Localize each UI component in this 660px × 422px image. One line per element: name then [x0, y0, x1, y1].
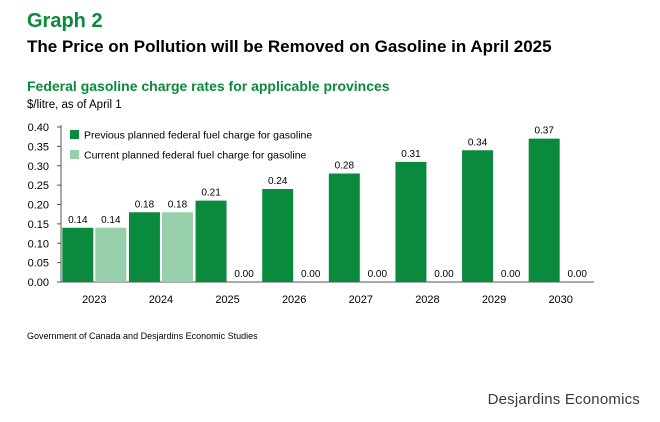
bar-value-label: 0.37	[534, 126, 554, 137]
y-tick-label: 0.35	[28, 141, 49, 153]
source-note: Government of Canada and Desjardins Econ…	[27, 331, 258, 341]
bar-value-label: 0.14	[68, 215, 88, 226]
graph-headline: The Price on Pollution will be Removed o…	[27, 37, 552, 56]
bar-value-label: 0.00	[234, 269, 254, 280]
legend-label: Previous planned federal fuel charge for…	[84, 130, 312, 142]
y-tick-label: 0.05	[28, 258, 49, 270]
y-tick-label: 0.10	[28, 238, 49, 250]
legend-label: Current planned federal fuel charge for …	[84, 150, 307, 162]
y-tick-label: 0.00	[28, 277, 49, 289]
bar-previous	[195, 200, 227, 282]
x-tick-label: 2025	[215, 294, 239, 306]
bar-previous	[128, 212, 160, 282]
bar-value-label: 0.14	[101, 215, 121, 226]
chart-title: Federal gasoline charge rates for applic…	[27, 78, 390, 94]
x-tick-label: 2028	[415, 294, 439, 306]
x-tick-label: 2023	[82, 294, 106, 306]
y-tick-label: 0.15	[28, 219, 49, 231]
bar-value-label: 0.00	[567, 269, 587, 280]
brand-wordmark: Desjardins Economics	[487, 391, 640, 408]
bar-value-label: 0.31	[401, 149, 421, 160]
bar-current	[161, 212, 193, 282]
bar-value-label: 0.28	[335, 161, 355, 172]
bar-value-label: 0.34	[468, 137, 488, 148]
x-tick-label: 2029	[482, 294, 506, 306]
x-tick-label: 2026	[282, 294, 306, 306]
bar-value-label: 0.18	[135, 199, 155, 210]
bar-previous	[528, 138, 560, 282]
bar-value-label: 0.24	[268, 176, 288, 187]
bar-value-label: 0.00	[501, 269, 521, 280]
y-tick-label: 0.40	[28, 122, 49, 134]
y-tick-label: 0.30	[28, 161, 49, 173]
y-tick-label: 0.25	[28, 180, 49, 192]
x-tick-label: 2030	[548, 294, 572, 306]
bar-value-label: 0.00	[368, 269, 388, 280]
y-tick-label: 0.20	[28, 200, 49, 212]
bar-previous	[462, 150, 494, 282]
bar-value-label: 0.00	[301, 269, 321, 280]
bar-previous	[62, 227, 94, 282]
graph-number-label: Graph 2	[27, 10, 103, 32]
legend-swatch	[70, 130, 79, 139]
x-tick-label: 2027	[349, 294, 373, 306]
bar-current	[95, 227, 127, 282]
bar-previous	[395, 161, 427, 282]
bar-previous	[328, 173, 360, 282]
bar-value-label: 0.21	[201, 188, 221, 199]
x-tick-label: 2024	[149, 294, 173, 306]
bar-value-label: 0.00	[434, 269, 454, 280]
bar-value-label: 0.18	[168, 199, 188, 210]
y-axis-unit-label: $/litre, as of April 1	[27, 99, 122, 111]
bar-previous	[262, 189, 294, 282]
legend-swatch	[70, 150, 79, 159]
